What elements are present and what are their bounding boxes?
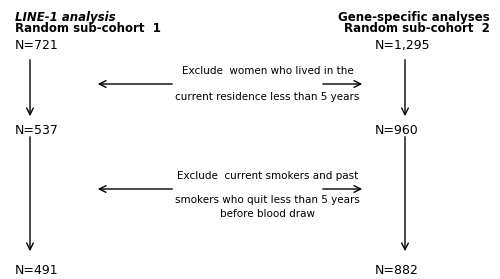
Text: Random sub-cohort  2: Random sub-cohort 2 — [344, 22, 490, 35]
Text: N=882: N=882 — [375, 264, 419, 277]
Text: before blood draw: before blood draw — [220, 209, 315, 219]
Text: current residence less than 5 years: current residence less than 5 years — [176, 92, 360, 102]
Text: Random sub-cohort  1: Random sub-cohort 1 — [15, 22, 161, 35]
Text: N=1,295: N=1,295 — [375, 39, 430, 52]
Text: N=721: N=721 — [15, 39, 59, 52]
Text: Gene-specific analyses: Gene-specific analyses — [338, 11, 490, 24]
Text: N=960: N=960 — [375, 124, 419, 137]
Text: Exclude  women who lived in the: Exclude women who lived in the — [182, 66, 354, 76]
Text: Exclude  current smokers and past: Exclude current smokers and past — [177, 171, 358, 181]
Text: LINE-1 analysis: LINE-1 analysis — [15, 11, 116, 24]
Text: N=491: N=491 — [15, 264, 59, 277]
Text: smokers who quit less than 5 years: smokers who quit less than 5 years — [175, 195, 360, 205]
Text: N=537: N=537 — [15, 124, 59, 137]
